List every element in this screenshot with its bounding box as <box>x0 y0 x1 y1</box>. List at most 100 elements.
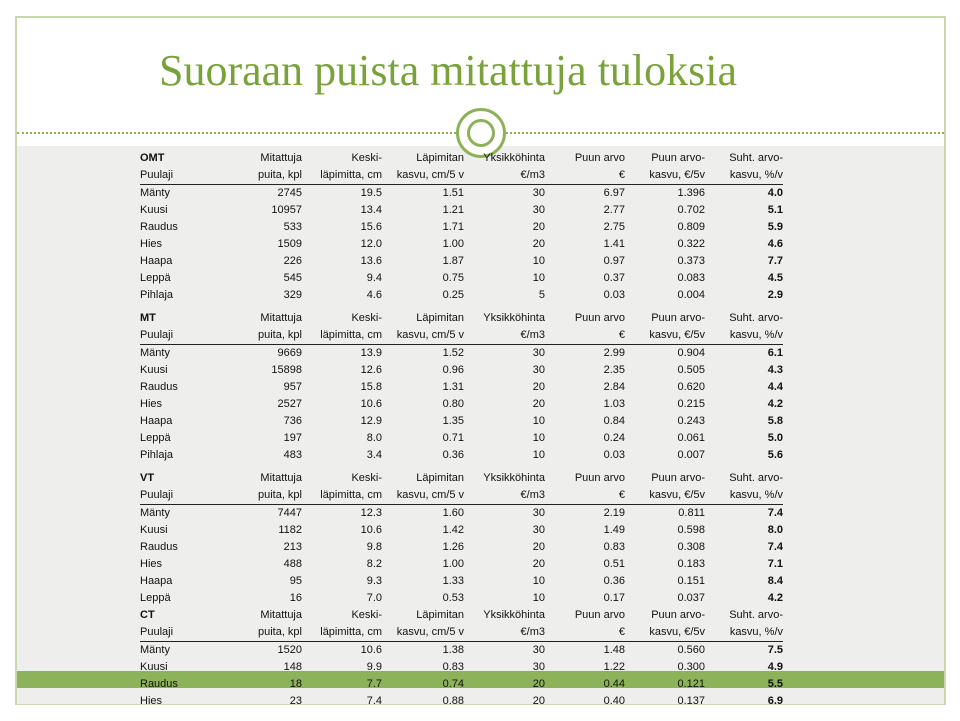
circle-ornament-icon <box>456 108 506 158</box>
table-cell: 0.904 <box>677 347 705 359</box>
table-cell: 0.71 <box>442 432 464 444</box>
table-row: Mänty 7447 12.3 1.60 30 2.19 0.811 7.4 <box>140 505 783 523</box>
table-cell: 0.004 <box>677 289 705 301</box>
column-header: Mitattuja <box>260 312 302 324</box>
table-cell: 0.83 <box>442 661 464 673</box>
section-subheader-row: Puulaji puita, kpl läpimitta, cm kasvu, cm/… <box>140 487 783 505</box>
table-row: Haapa 736 12.9 1.35 10 0.84 0.243 5.8 <box>140 413 783 430</box>
relative-growth-cell: 4.6 <box>767 238 783 250</box>
section-header-row: MT Mitattuja Keski- Läpimitan Yksikköhinta Pu… <box>140 310 783 327</box>
column-subheader: läpimitta, cm <box>302 167 382 185</box>
column-header: Puun arvo <box>574 609 625 621</box>
table-cell: 9.3 <box>366 575 382 587</box>
table-cell: 1.33 <box>442 575 464 587</box>
column-subheader: kasvu, %/v <box>705 327 783 345</box>
species-cell: Haapa <box>140 575 173 587</box>
table-cell: 0.083 <box>677 272 705 284</box>
table-row: Hies 23 7.4 0.88 20 0.40 0.137 6.9 <box>140 693 783 710</box>
table-cell: 9669 <box>277 347 302 359</box>
table-row: Kuusi 10957 13.4 1.21 30 2.77 0.702 5.1 <box>140 202 783 219</box>
table-cell: 1.00 <box>442 558 464 570</box>
table-cell: 30 <box>532 661 545 673</box>
table-cell: 10.6 <box>360 398 382 410</box>
table-row: Raudus 957 15.8 1.31 20 2.84 0.620 4.4 <box>140 379 783 396</box>
column-subheader: €/m3 <box>464 624 545 642</box>
column-subheader: €/m3 <box>464 487 545 505</box>
table-cell: 10 <box>532 449 545 461</box>
relative-growth-cell: 6.9 <box>767 695 783 707</box>
table-cell: 0.322 <box>677 238 705 250</box>
table-row: Hies 1509 12.0 1.00 20 1.41 0.322 4.6 <box>140 236 783 253</box>
table-cell: 1.41 <box>603 238 625 250</box>
table-cell: 1.71 <box>442 221 464 233</box>
table-cell: 1.48 <box>603 644 625 656</box>
column-header: Mitattuja <box>260 152 302 164</box>
species-cell: Mänty <box>140 347 170 359</box>
table-cell: 1520 <box>277 644 302 656</box>
table-cell: 1.35 <box>442 415 464 427</box>
table-cell: 0.215 <box>677 398 705 410</box>
species-cell: Hies <box>140 558 163 570</box>
species-cell: Leppä <box>140 592 171 604</box>
table-cell: 0.300 <box>677 661 705 673</box>
table-cell: 0.37 <box>603 272 625 284</box>
column-header: Puun arvo <box>574 312 625 324</box>
column-header: Mitattuja <box>260 609 302 621</box>
section-subheader-row: Puulaji puita, kpl läpimitta, cm kasvu, cm/… <box>140 624 783 642</box>
column-header: Läpimitan <box>416 152 464 164</box>
row-highlight <box>17 671 944 688</box>
column-header: Yksikköhinta <box>483 312 545 324</box>
column-header: Keski- <box>351 152 382 164</box>
table-cell: 0.007 <box>677 449 705 461</box>
table-cell: 226 <box>283 255 302 267</box>
table-cell: 10 <box>532 272 545 284</box>
species-cell: Hies <box>140 398 163 410</box>
table-cell: 1.87 <box>442 255 464 267</box>
column-header: Puun arvo- <box>651 609 705 621</box>
table-cell: 0.96 <box>442 364 464 376</box>
table-row: Leppä 545 9.4 0.75 10 0.37 0.083 4.5 <box>140 270 783 287</box>
species-cell: Kuusi <box>140 661 168 673</box>
relative-growth-cell: 4.5 <box>767 272 783 284</box>
table-row: Haapa 226 13.6 1.87 10 0.97 0.373 7.7 <box>140 253 783 270</box>
table-row: Kuusi 148 9.9 0.83 30 1.22 0.300 4.9 <box>140 659 783 676</box>
column-subheader: puita, kpl <box>218 624 302 642</box>
site-type-label: MT <box>140 312 156 324</box>
table-cell: 2.99 <box>603 347 625 359</box>
table-cell: 736 <box>283 415 302 427</box>
relative-growth-cell: 5.6 <box>767 449 783 461</box>
species-cell: Leppä <box>140 272 171 284</box>
table-cell: 1.31 <box>442 381 464 393</box>
table-cell: 10 <box>532 592 545 604</box>
table-cell: 30 <box>532 347 545 359</box>
table-cell: 20 <box>532 398 545 410</box>
relative-growth-cell: 7.1 <box>767 558 783 570</box>
table-cell: 6.97 <box>603 187 625 199</box>
content-background <box>17 146 944 704</box>
table-cell: 0.560 <box>677 644 705 656</box>
column-subheader: € <box>545 487 625 505</box>
table-cell: 0.36 <box>603 575 625 587</box>
relative-growth-cell: 5.8 <box>767 415 783 427</box>
site-type-label: VT <box>140 472 155 484</box>
table-cell: 0.03 <box>603 449 625 461</box>
table-cell: 1509 <box>277 238 302 250</box>
relative-growth-cell: 4.4 <box>767 381 783 393</box>
table-cell: 0.151 <box>677 575 705 587</box>
table-cell: 957 <box>283 381 302 393</box>
table-cell: 7447 <box>277 507 302 519</box>
table-cell: 20 <box>532 541 545 553</box>
species-cell: Mänty <box>140 187 170 199</box>
table-row: Mänty 1520 10.6 1.38 30 1.48 0.560 7.5 <box>140 642 783 660</box>
column-header: Läpimitan <box>416 312 464 324</box>
column-header: Puun arvo- <box>651 472 705 484</box>
table-cell: 7.7 <box>366 678 382 690</box>
relative-growth-cell: 6.1 <box>767 347 783 359</box>
results-table: OMT Mitattuja Keski- Läpimitan Yksikköhinta P… <box>140 150 783 710</box>
column-header: Keski- <box>351 609 382 621</box>
table-cell: 12.0 <box>360 238 382 250</box>
site-type-label: CT <box>140 609 155 621</box>
table-cell: 2.35 <box>603 364 625 376</box>
table-cell: 19.5 <box>360 187 382 199</box>
section-subheader-row: Puulaji puita, kpl läpimitta, cm kasvu, cm/… <box>140 327 783 345</box>
